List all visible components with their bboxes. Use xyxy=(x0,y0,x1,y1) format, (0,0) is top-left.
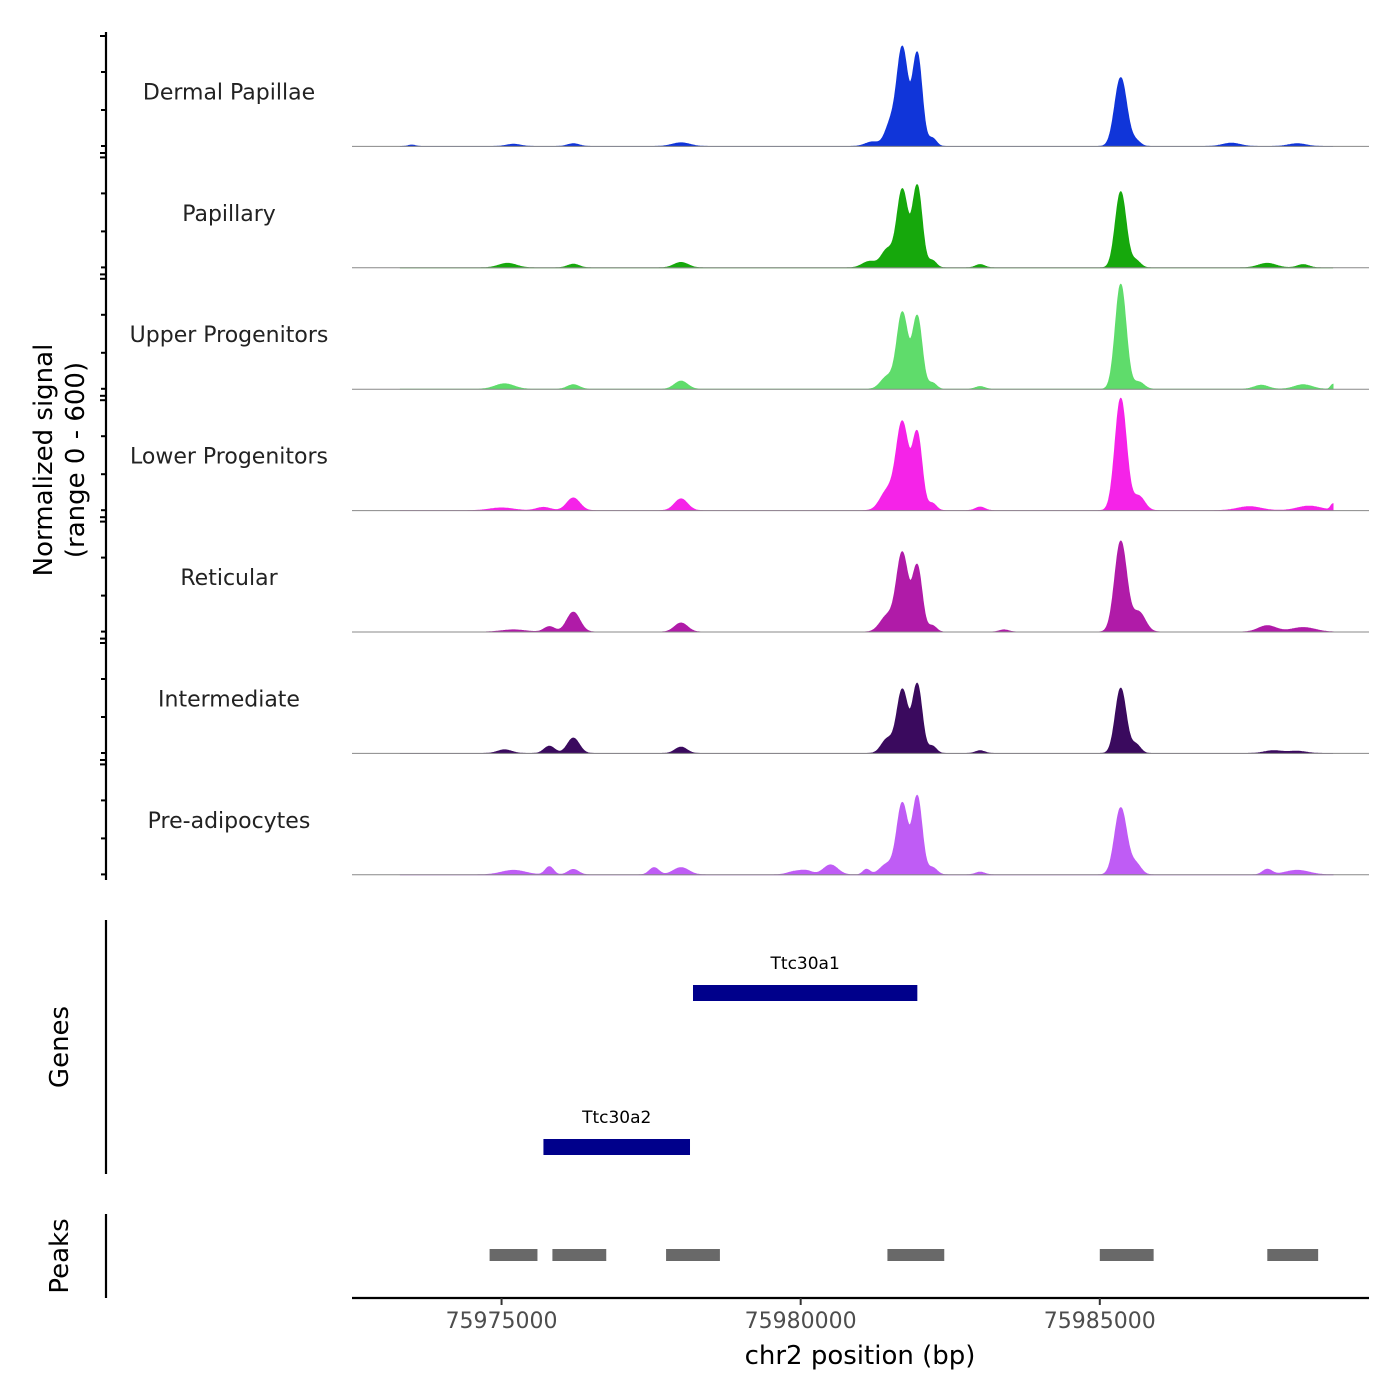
signal-area xyxy=(399,183,1334,269)
signal-axis-title-line2: (range 0 - 600) xyxy=(61,362,91,558)
signal-area xyxy=(399,45,1334,147)
x-axis-ticks: 75975000 75980000 75985000 xyxy=(446,1298,1156,1334)
x-tick-label: 75975000 xyxy=(446,1309,558,1334)
peak-region xyxy=(1267,1249,1319,1261)
track-label: Reticular xyxy=(180,566,278,591)
gene-body xyxy=(692,985,918,1001)
peak-region xyxy=(887,1249,945,1261)
x-axis-title: chr2 position (bp) xyxy=(745,1341,976,1371)
x-tick-label: 75980000 xyxy=(745,1309,857,1334)
peak-region xyxy=(552,1249,607,1261)
track-dermal-papillae: Dermal Papillae xyxy=(143,45,1369,147)
gene-label: Ttc30a2 xyxy=(581,1108,651,1128)
track-reticular: Reticular xyxy=(180,540,1369,633)
track-pre-adipocytes: Pre-adipocytes xyxy=(148,794,1369,876)
track-papillary: Papillary xyxy=(182,183,1369,269)
track-upper-progenitors: Upper Progenitors xyxy=(130,283,1369,390)
peaks-panel: Peaks xyxy=(45,1214,108,1298)
track-label: Papillary xyxy=(182,202,276,227)
signal-area xyxy=(399,682,1334,754)
signal-area xyxy=(399,397,1334,511)
peak-region xyxy=(489,1249,538,1261)
track-label: Dermal Papillae xyxy=(143,80,315,105)
gene-ttc30a1: Ttc30a1 xyxy=(692,954,918,1001)
genes-panel: Genes xyxy=(45,920,108,1174)
track-lower-progenitors: Lower Progenitors xyxy=(130,397,1369,512)
track-label: Lower Progenitors xyxy=(130,445,328,470)
track-label: Intermediate xyxy=(158,687,300,712)
genes-panel-title: Genes xyxy=(45,1006,75,1088)
x-tick-label: 75985000 xyxy=(1044,1309,1156,1334)
coverage-tracks: Dermal Papillae Papillary Upper Progenitor… xyxy=(130,45,1369,876)
signal-area xyxy=(399,283,1334,390)
track-label: Pre-adipocytes xyxy=(148,809,311,834)
peaks-panel-title: Peaks xyxy=(45,1218,75,1293)
peak-region xyxy=(666,1249,720,1261)
signal-area xyxy=(399,794,1334,876)
gene-body xyxy=(543,1139,691,1155)
track-intermediate: Intermediate xyxy=(158,682,1369,754)
signal-y-ticks xyxy=(100,35,106,876)
gene-annotations: Ttc30a1 Ttc30a2 xyxy=(543,954,918,1155)
signal-axis-title-line1: Normalized signal xyxy=(29,344,59,577)
signal-area xyxy=(399,540,1334,633)
peak-region xyxy=(1099,1249,1154,1261)
track-label: Upper Progenitors xyxy=(130,323,329,348)
peak-regions xyxy=(489,1249,1319,1261)
gene-label: Ttc30a1 xyxy=(770,954,840,974)
gene-ttc30a2: Ttc30a2 xyxy=(543,1108,691,1155)
